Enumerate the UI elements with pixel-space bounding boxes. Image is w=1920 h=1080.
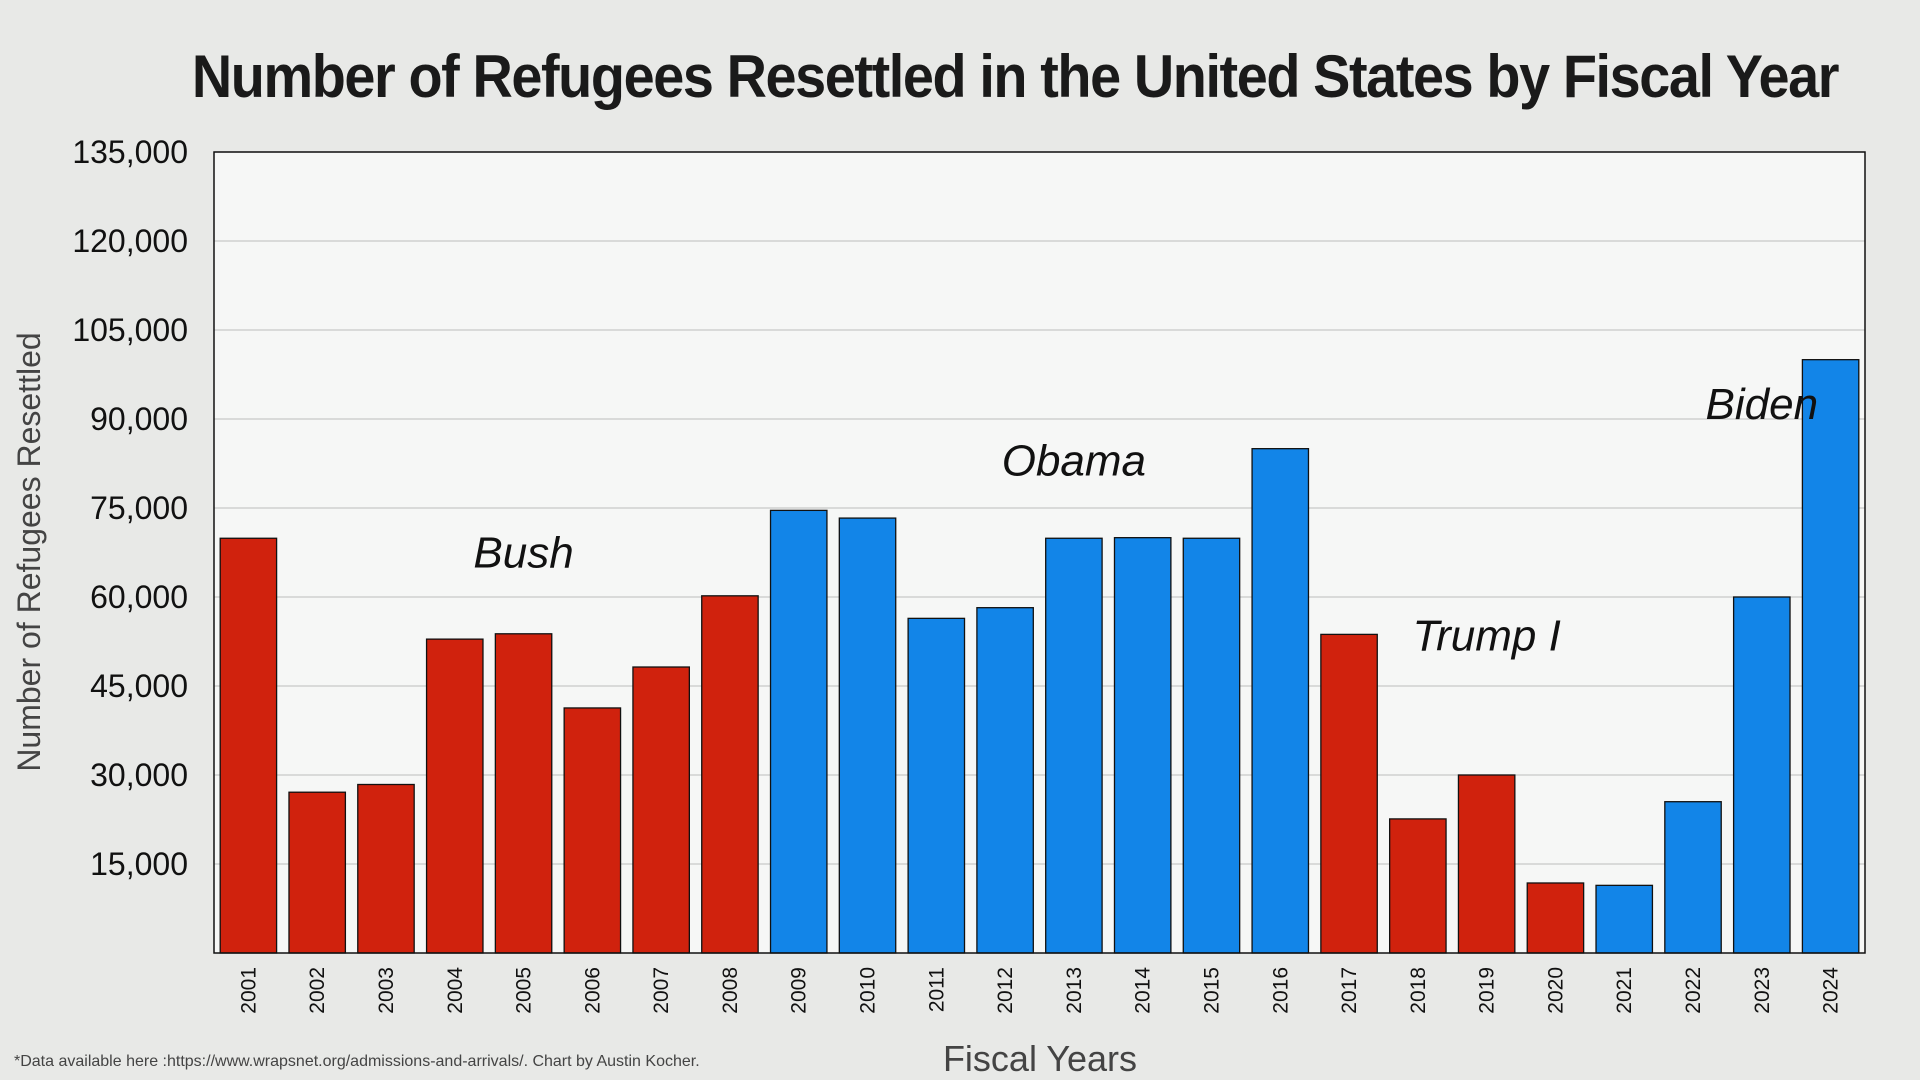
y-tick-label: 105,000 (72, 312, 188, 348)
chart-title: Number of Refugees Resettled in the Unit… (191, 43, 1840, 110)
bar-2006 (563, 707, 622, 954)
x-tick-label: 2002 (306, 967, 329, 1014)
bar-2005 (494, 633, 553, 954)
x-tick-label: 2015 (1200, 967, 1223, 1014)
x-tick-label: 2024 (1820, 967, 1843, 1014)
x-tick-label: 2008 (719, 967, 742, 1014)
bar-2022 (1664, 801, 1722, 954)
x-tick-label: 2012 (994, 967, 1017, 1014)
y-tick-label: 75,000 (90, 490, 188, 526)
annotations: Bush Obama Trump I Biden (473, 380, 1818, 660)
bar-2018 (1388, 818, 1447, 954)
bar-2009 (769, 509, 828, 954)
y-tick-label: 30,000 (90, 757, 188, 793)
bars (219, 359, 1860, 954)
bar-2023 (1732, 596, 1791, 954)
plot-frame (213, 151, 1866, 954)
bar-2002 (288, 791, 347, 954)
bar-2017 (1320, 633, 1378, 954)
bar-2024 (1801, 359, 1860, 954)
y-axis-label: Number of Refugees Resettled (11, 332, 47, 771)
x-axis-label: Fiscal Years (943, 1038, 1137, 1079)
bar-2008 (701, 595, 759, 954)
bar-2020 (1526, 882, 1585, 954)
annotation-obama: Obama (1002, 436, 1146, 485)
x-tick-label: 2003 (375, 967, 398, 1014)
bar-2019 (1457, 774, 1516, 954)
gridlines (214, 151, 1865, 865)
x-tick-label: 2001 (237, 967, 260, 1014)
bar-2014 (1113, 537, 1172, 954)
annotation-biden: Biden (1706, 380, 1819, 429)
bar-2004 (425, 638, 484, 954)
x-tick-label: 2023 (1751, 967, 1774, 1014)
bar-2016 (1251, 448, 1310, 954)
y-tick-label: 60,000 (90, 579, 188, 615)
bar-2015 (1182, 537, 1241, 954)
bar-2001 (219, 537, 278, 954)
x-tick-label: 2005 (513, 967, 536, 1014)
x-tick-label: 2018 (1407, 967, 1430, 1014)
x-tick-label: 2004 (444, 967, 467, 1014)
y-tick-label: 90,000 (90, 401, 188, 437)
bar-2003 (357, 783, 415, 954)
x-tick-label: 2014 (1132, 967, 1155, 1014)
x-tick-label: 2007 (650, 967, 673, 1014)
x-axis-ticks: 2001 2002 2003 2004 2005 2006 2007 2008 2009 2010… (237, 967, 1842, 1014)
x-tick-label: 2020 (1544, 967, 1567, 1014)
x-tick-label: 2013 (1063, 967, 1086, 1014)
x-tick-label: 2011 (925, 967, 948, 1012)
bar-2011 (907, 617, 966, 954)
bar-2012 (976, 607, 1034, 954)
bar-2007 (632, 666, 691, 954)
annotation-bush: Bush (473, 528, 573, 577)
x-tick-label: 2022 (1682, 967, 1705, 1014)
x-tick-label: 2021 (1613, 967, 1636, 1014)
x-tick-label: 2010 (857, 967, 880, 1014)
x-tick-label: 2017 (1338, 967, 1361, 1014)
y-axis-ticks: 15,000 30,000 45,000 60,000 75,000 90,000 105,… (72, 134, 188, 882)
y-tick-label: 135,000 (72, 134, 188, 170)
bar-2010 (838, 517, 897, 954)
x-tick-label: 2019 (1476, 967, 1499, 1014)
bar-2021 (1595, 884, 1654, 954)
x-tick-label: 2009 (788, 967, 811, 1014)
y-tick-label: 15,000 (90, 846, 188, 882)
x-tick-label: 2006 (581, 967, 604, 1014)
footnote: *Data available here :https://www.wrapsn… (14, 1053, 700, 1070)
x-tick-label: 2016 (1269, 967, 1292, 1014)
plot-area (214, 152, 1865, 953)
bar-2013 (1045, 537, 1103, 954)
y-tick-label: 120,000 (72, 223, 188, 259)
annotation-trump-i: Trump I (1412, 611, 1560, 660)
y-tick-label: 45,000 (90, 668, 188, 704)
